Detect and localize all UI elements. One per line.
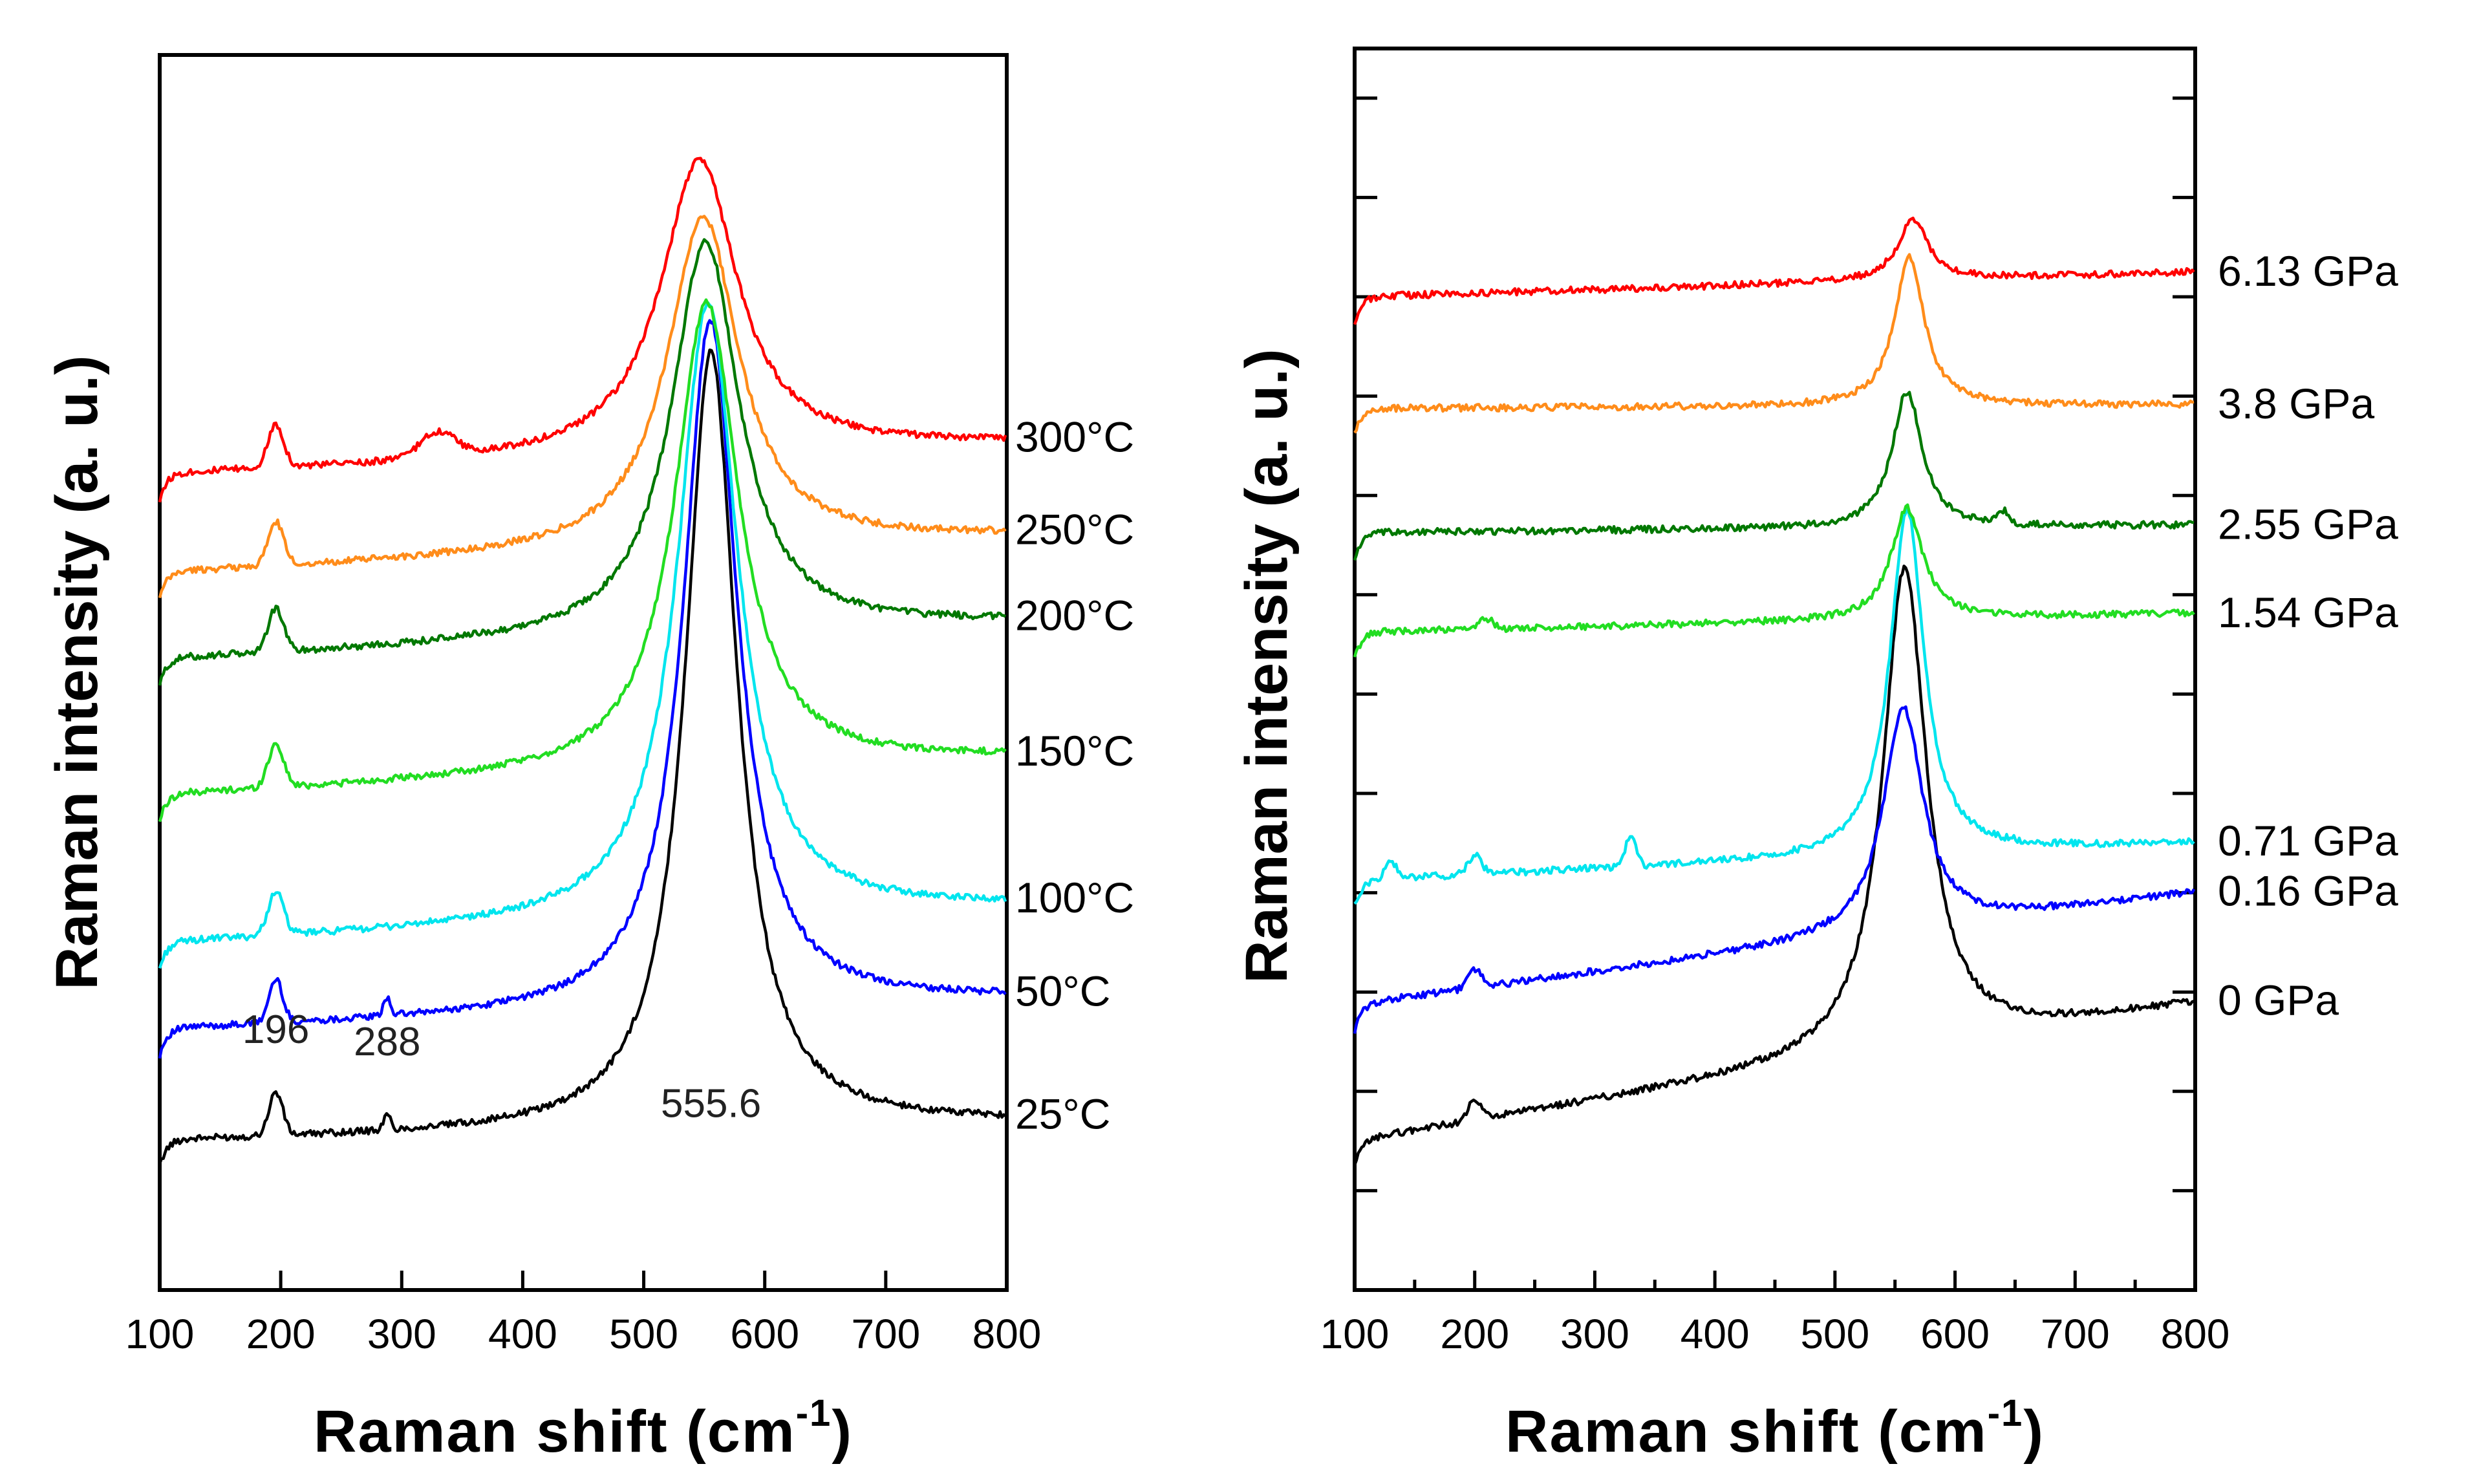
x-tick-label: 200 <box>1440 1311 1509 1357</box>
left-x-axis-title: Raman shift (cm-1) <box>314 1392 853 1465</box>
series-line-2.55-GPa <box>1353 391 2195 561</box>
x-tick-label: 300 <box>367 1311 436 1357</box>
series-line-0.16-GPa <box>1353 705 2196 1034</box>
series-line-3.8-GPa <box>1353 253 2195 434</box>
x-tick-label: 300 <box>1560 1311 1629 1357</box>
x-tick-label: 700 <box>2041 1311 2110 1357</box>
series-line-6.13-GPa <box>1353 217 2195 325</box>
left-plot-frame <box>158 53 1009 1292</box>
right-x-title-close: ) <box>2023 1399 2045 1465</box>
right-x-title-main: Raman shift (cm <box>1505 1399 1988 1465</box>
x-tick-label: 400 <box>1681 1311 1750 1357</box>
left-traces <box>158 156 1007 1165</box>
series-line-200-C <box>158 238 1007 686</box>
x-tick-label: 500 <box>1800 1311 1869 1357</box>
series-label: 150°C <box>1015 727 1134 775</box>
series-label: 3.8 GPa <box>2218 380 2374 427</box>
x-tick-label: 700 <box>851 1311 920 1357</box>
series-label: 250°C <box>1015 506 1134 554</box>
series-label: 0 GPa <box>2218 976 2339 1024</box>
x-tick-label: 100 <box>125 1311 195 1357</box>
x-tick-label: 600 <box>730 1311 799 1357</box>
left-panel: 100 200 300 400 500 600 700 800 25°C 50°C 100°C 15… <box>44 53 1134 1465</box>
right-x-title-sup: -1 <box>1988 1392 2024 1434</box>
x-tick-label: 800 <box>2161 1311 2230 1357</box>
x-tick-label: 200 <box>246 1311 316 1357</box>
series-line-300-C <box>158 156 1007 503</box>
right-y-axis-title: Raman intensity (a. u.) <box>1234 349 1300 984</box>
peak-annotation: 555.6 <box>661 1082 761 1126</box>
series-line-0.71-GPa <box>1353 505 2195 905</box>
left-y-axis-title: Raman intensity (a. u.) <box>44 355 110 990</box>
series-line-150-C <box>158 298 1007 823</box>
peak-annotation: 288 <box>354 1020 420 1064</box>
x-tick-label: 400 <box>488 1311 557 1357</box>
series-line-50-C <box>158 319 1007 1059</box>
series-label: 300°C <box>1015 413 1134 461</box>
series-line-250-C <box>158 215 1007 599</box>
left-x-title-close: ) <box>832 1399 853 1465</box>
right-traces <box>1353 217 2196 1166</box>
x-tick-label: 800 <box>972 1311 1042 1357</box>
series-label: 0.16 GPa <box>2218 866 2398 914</box>
series-label: 2.55 GPa <box>2218 500 2398 548</box>
left-x-title-sup: -1 <box>796 1392 832 1434</box>
series-label: 100°C <box>1015 874 1134 921</box>
left-x-ticks: 100 200 300 400 500 600 700 800 <box>125 1271 1042 1357</box>
peak-annotation: 196 <box>242 1007 309 1052</box>
series-label: 25°C <box>1015 1090 1110 1138</box>
left-annotations: 196 288 555.6 <box>242 1007 761 1126</box>
right-x-ticks: 100 200 300 400 500 600 700 800 <box>1320 1271 2230 1357</box>
right-panel: 100 200 300 400 500 600 700 800 0 GPa 0.16 GPa0.… <box>1234 47 2398 1465</box>
right-x-axis-title: Raman shift (cm-1) <box>1505 1392 2045 1465</box>
series-line-25-C <box>158 348 1007 1165</box>
left-series-labels: 25°C 50°C 100°C 150°C 200°C 250°C 300°C <box>1015 413 1134 1138</box>
series-label: 0.71 GPa <box>2218 817 2398 865</box>
series-label: 200°C <box>1015 591 1134 639</box>
left-x-title-main: Raman shift (cm <box>314 1399 796 1465</box>
series-line-0-GPa <box>1353 565 2195 1166</box>
x-tick-label: 100 <box>1320 1311 1390 1357</box>
series-line-1.54-GPa <box>1353 503 2195 658</box>
series-label: 50°C <box>1015 967 1110 1015</box>
x-tick-label: 500 <box>609 1311 678 1357</box>
right-y-ticks <box>1355 96 2195 1192</box>
series-line-100-C <box>158 301 1007 969</box>
x-tick-label: 600 <box>1920 1311 1990 1357</box>
series-label: 6.13 GPa <box>2218 247 2398 295</box>
series-label: 1.54 GPa <box>2218 588 2398 636</box>
